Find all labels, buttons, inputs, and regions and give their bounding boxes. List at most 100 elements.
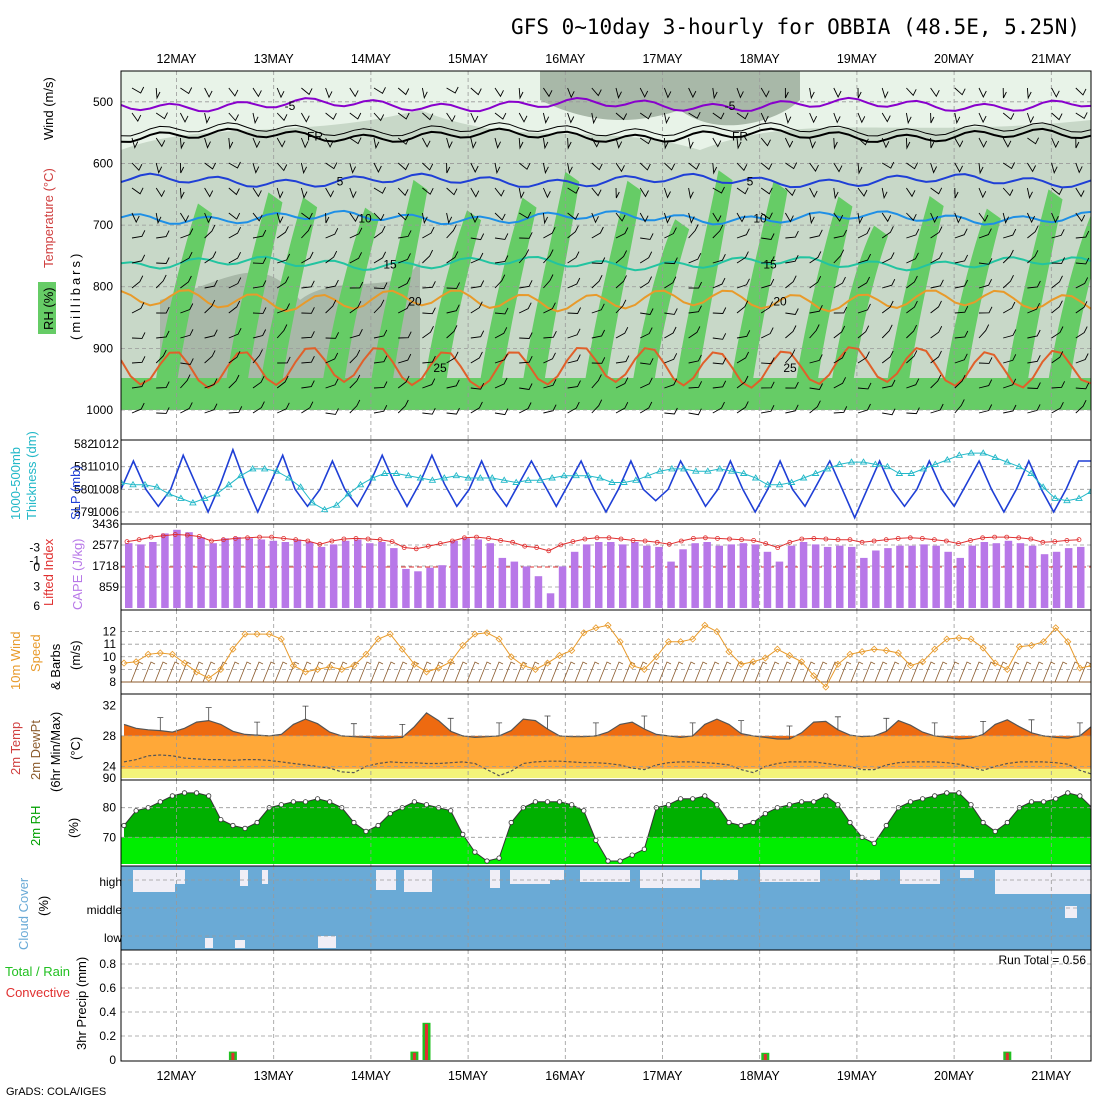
upper-wind-barb <box>373 381 388 389</box>
rh-moist-band <box>1042 215 1091 420</box>
rh2m-panel: 70 80 2m RH (%) <box>28 779 1092 867</box>
cloud-gap <box>580 870 630 882</box>
upper-wind-barb <box>857 351 870 364</box>
upper-wind-barb <box>785 275 797 289</box>
upper-wind-barb <box>470 87 482 96</box>
upper-wind-barb <box>1051 112 1063 121</box>
upper-wind-barb <box>567 401 580 414</box>
wind10m-barb <box>466 661 480 683</box>
upper-wind-barb <box>930 350 942 364</box>
cloud-gap <box>550 870 564 880</box>
wind10m-point <box>253 630 261 638</box>
cloud-gap <box>900 870 940 884</box>
thickness-point <box>1003 458 1011 465</box>
cloud-gap <box>235 940 245 948</box>
upper-wind-barb <box>615 162 625 173</box>
upper-wind-barb <box>252 229 267 239</box>
upper-wind-barb <box>881 226 894 239</box>
upper-wind-barb <box>1051 326 1064 339</box>
upper-wind-barb <box>639 162 651 171</box>
upper-wind-barb <box>1002 87 1007 99</box>
upper-wind-barb <box>325 137 334 148</box>
rh2m-point <box>762 810 768 817</box>
rh2m-tick-label: 80 <box>103 801 117 815</box>
wind10m-point <box>338 665 346 673</box>
rh2m-label: 2m RH <box>28 806 43 846</box>
upper-wind-barb <box>809 229 823 239</box>
lifted-index-point <box>172 532 178 537</box>
upper-wind-barb <box>300 187 308 199</box>
wind10m-barb <box>970 661 984 683</box>
temp-minmax-whisker <box>157 717 164 731</box>
upper-wind-barb <box>978 404 993 414</box>
upper-wind-barb <box>1002 187 1014 197</box>
upper-wind-barb <box>905 112 912 125</box>
upper-wind-barb <box>688 111 701 119</box>
upper-wind-barb <box>228 112 239 122</box>
lifted-index-point <box>232 536 238 541</box>
temperature-label: Temperature (°C) <box>41 168 56 268</box>
upper-wind-barb <box>1075 112 1088 120</box>
rh2m-point <box>218 816 224 823</box>
upper-wind-barb <box>567 112 575 124</box>
upper-wind-barb <box>978 324 990 339</box>
rh2m-point <box>1065 790 1071 796</box>
upper-wind-barb <box>881 300 894 314</box>
rh2m-point <box>605 858 611 864</box>
upper-wind-barb <box>301 280 315 289</box>
upper-wind-barb <box>228 350 241 364</box>
rh2m-point <box>677 796 684 802</box>
upper-wind-barb <box>663 212 671 224</box>
upper-wind-barb <box>954 137 964 148</box>
thickness-point <box>201 494 209 501</box>
upper-wind-barb <box>543 226 556 239</box>
rh2m-point <box>883 822 889 829</box>
cape-bar <box>498 557 507 608</box>
upper-wind-barb <box>1027 302 1041 314</box>
upper-wind-barb <box>180 212 190 223</box>
lifted-index-point <box>257 534 263 540</box>
rh2m-above-fill <box>124 780 1091 861</box>
upper-wind-barb <box>736 137 742 150</box>
upper-wind-barb <box>882 408 896 416</box>
wind10m-point <box>459 641 467 649</box>
rh2m-point <box>472 849 478 855</box>
wind10m-point <box>967 635 975 643</box>
slp-tick-label: 1008 <box>92 482 119 496</box>
lifted-index-point <box>425 543 431 549</box>
lifted-index-point <box>859 539 865 545</box>
wind10m-barb <box>562 661 576 683</box>
upper-wind-barb <box>736 212 746 223</box>
slp-line <box>121 447 1091 520</box>
upper-wind-barb <box>518 211 532 219</box>
upper-wind-barb <box>978 87 987 99</box>
upper-wind-barb <box>398 230 412 239</box>
upper-wind-barb <box>833 212 844 222</box>
wind10m-point <box>810 672 818 680</box>
upper-wind-barb <box>591 257 606 264</box>
upper-wind-barb <box>228 87 239 97</box>
upper-wind-barb <box>761 357 775 365</box>
upper-wind-barb <box>301 331 315 339</box>
temp-minmax-whisker <box>641 715 648 729</box>
upper-wind-barb <box>1003 378 1017 389</box>
cloud-gap <box>318 936 336 948</box>
wind10m-barb <box>370 661 384 683</box>
upper-wind-barb <box>663 137 669 150</box>
cape-bar <box>329 544 338 608</box>
cape-bar <box>703 542 711 608</box>
upper-wind-barb <box>591 357 606 364</box>
upper-wind-barb <box>494 307 509 315</box>
upper-wind-barb <box>494 255 509 264</box>
thickness-point <box>308 499 317 506</box>
lifted-index-point <box>654 539 660 545</box>
temp-units: (°C) <box>68 737 83 760</box>
upper-wind-barb <box>906 378 920 389</box>
upper-wind-barb <box>567 380 581 389</box>
slp-tick-label: 1012 <box>92 437 119 451</box>
upper-wind-barb <box>567 328 581 339</box>
rh2m-point <box>423 802 430 808</box>
lifted-index-point <box>377 537 383 543</box>
date-label-bottom: 21MAY <box>1031 1069 1072 1083</box>
lifted-index-point <box>582 536 588 542</box>
